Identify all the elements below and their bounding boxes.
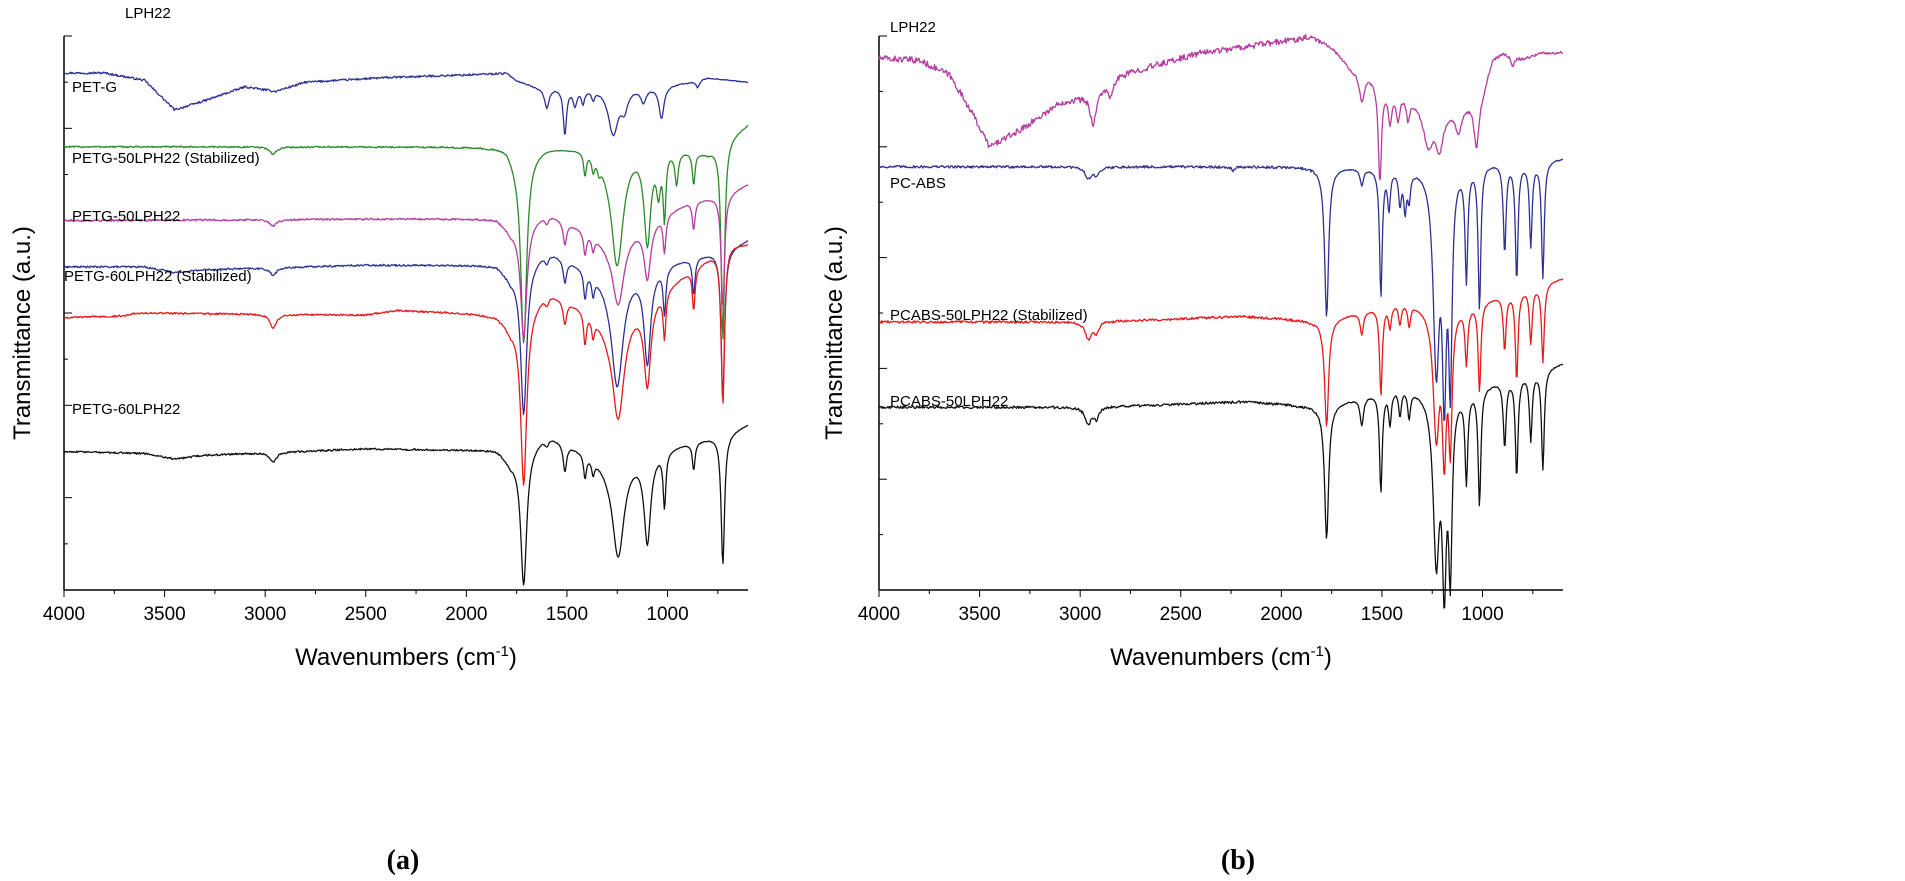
panel-a-label: (a)	[387, 845, 420, 876]
x-tick-label: 3500	[143, 604, 185, 625]
panel-a-chart: 4000 3500 3000 2500 2000 1500 1000 Wavenumbers …	[9, 5, 749, 671]
x-tick-label: 2500	[345, 604, 387, 625]
series-label: LPH22	[125, 5, 171, 22]
series-label: PETG-50LPH22 (Stabilized)	[72, 150, 260, 167]
x-tick-label: 2000	[445, 604, 487, 625]
x-tick-label: 4000	[43, 604, 85, 625]
series-label: PET-G	[72, 79, 117, 96]
series-line	[63, 71, 749, 137]
panel-b-chart: 4000 3500 3000 2500 2000 1500 1000 Wavenumbers …	[821, 19, 1564, 671]
series-label: PETG-60LPH22	[72, 401, 180, 418]
y-axis-title: Transmittance (a.u.)	[821, 226, 848, 440]
x-tick-label: 3000	[244, 604, 286, 625]
series-label: PC-ABS	[890, 175, 946, 192]
series-label: PETG-60LPH22 (Stabilized)	[64, 268, 252, 285]
series-label: LPH22	[890, 19, 936, 36]
x-tick-label: 3500	[958, 604, 1000, 625]
panel-b-label: (b)	[1221, 845, 1255, 876]
series-line	[878, 363, 1564, 609]
x-tick-label: 4000	[858, 604, 900, 625]
series-line	[878, 158, 1564, 421]
series-line	[63, 124, 749, 344]
series-line	[63, 424, 749, 586]
x-tick-label: 3000	[1059, 604, 1101, 625]
series-line	[878, 278, 1564, 475]
x-tick-label: 1000	[1461, 604, 1503, 625]
series-line	[878, 33, 1564, 180]
series-label: PETG-50LPH22	[72, 208, 180, 225]
x-tick-label: 1500	[546, 604, 588, 625]
x-axis-title: Wavenumbers (cm-1)	[1110, 643, 1332, 671]
x-tick-label: 2000	[1260, 604, 1302, 625]
series-line	[63, 244, 748, 486]
series-line	[63, 184, 749, 340]
x-axis-title: Wavenumbers (cm-1)	[295, 643, 517, 671]
x-tick-label: 1000	[646, 604, 688, 625]
series-label: PCABS-50LPH22 (Stabilized)	[890, 307, 1088, 324]
series-label: PCABS-50LPH22	[890, 393, 1008, 410]
y-axis-title: Transmittance (a.u.)	[9, 226, 36, 440]
x-tick-label: 1500	[1361, 604, 1403, 625]
series-line	[63, 240, 749, 416]
x-tick-label: 2500	[1160, 604, 1202, 625]
